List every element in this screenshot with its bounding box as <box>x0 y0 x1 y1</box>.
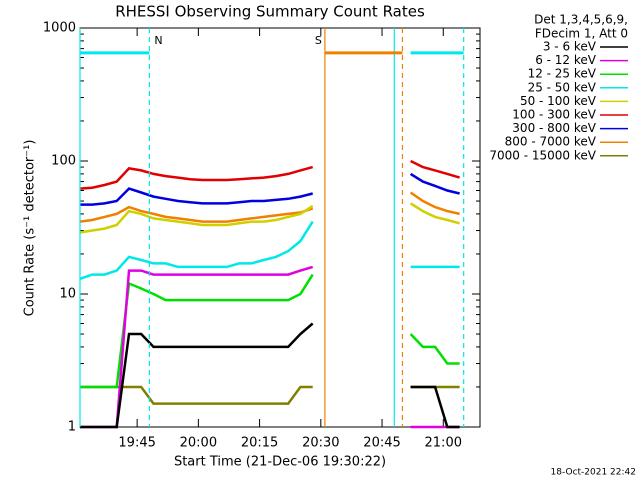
legend-label: 6 - 12 keV <box>535 53 597 67</box>
series-line <box>79 220 460 280</box>
legend-header: Det 1,3,4,5,6,9, <box>534 13 628 27</box>
y-tick-label: 10 <box>59 287 76 302</box>
series-line <box>80 322 460 429</box>
legend-header: FDecim 1, Att 0 <box>535 27 628 41</box>
series-line <box>79 202 460 234</box>
legend-label: 25 - 50 keV <box>528 80 597 94</box>
x-tick-label: 20:30 <box>302 436 339 451</box>
legend-label: 7000 - 15000 keV <box>489 148 596 162</box>
series-line <box>79 159 460 190</box>
y-tick-label: 1 <box>68 420 76 435</box>
footer: 18-Oct-2021 22:42 <box>551 468 636 478</box>
x-tick-label: 20:00 <box>180 436 217 451</box>
legend-label: 3 - 6 keV <box>543 40 597 54</box>
legend-label: 800 - 7000 keV <box>505 135 597 149</box>
series-line <box>80 273 460 389</box>
x-tick-label: 21:00 <box>425 436 462 451</box>
x-tick-label: 20:45 <box>363 436 400 451</box>
y-tick-label: 1000 <box>43 21 76 36</box>
x-tick-label: 19:45 <box>118 436 155 451</box>
legend-label: 300 - 800 keV <box>512 121 596 135</box>
y-tick-label: 100 <box>51 154 76 169</box>
y-axis-label: Count Rate (s⁻¹ detector⁻¹) <box>23 140 38 317</box>
chart-title: RHESSI Observing Summary Count Rates <box>115 3 425 21</box>
marker-label: S <box>315 34 322 47</box>
series-line <box>80 172 460 206</box>
series-line <box>79 191 460 223</box>
legend-label: 50 - 100 keV <box>520 94 597 108</box>
x-axis-label: Start Time (21-Dec-06 19:30:22) <box>174 455 386 470</box>
marker-label: N <box>154 34 162 47</box>
x-tick-label: 20:15 <box>241 436 278 451</box>
legend-label: 12 - 25 keV <box>528 67 597 81</box>
legend-label: 100 - 300 keV <box>512 108 596 122</box>
